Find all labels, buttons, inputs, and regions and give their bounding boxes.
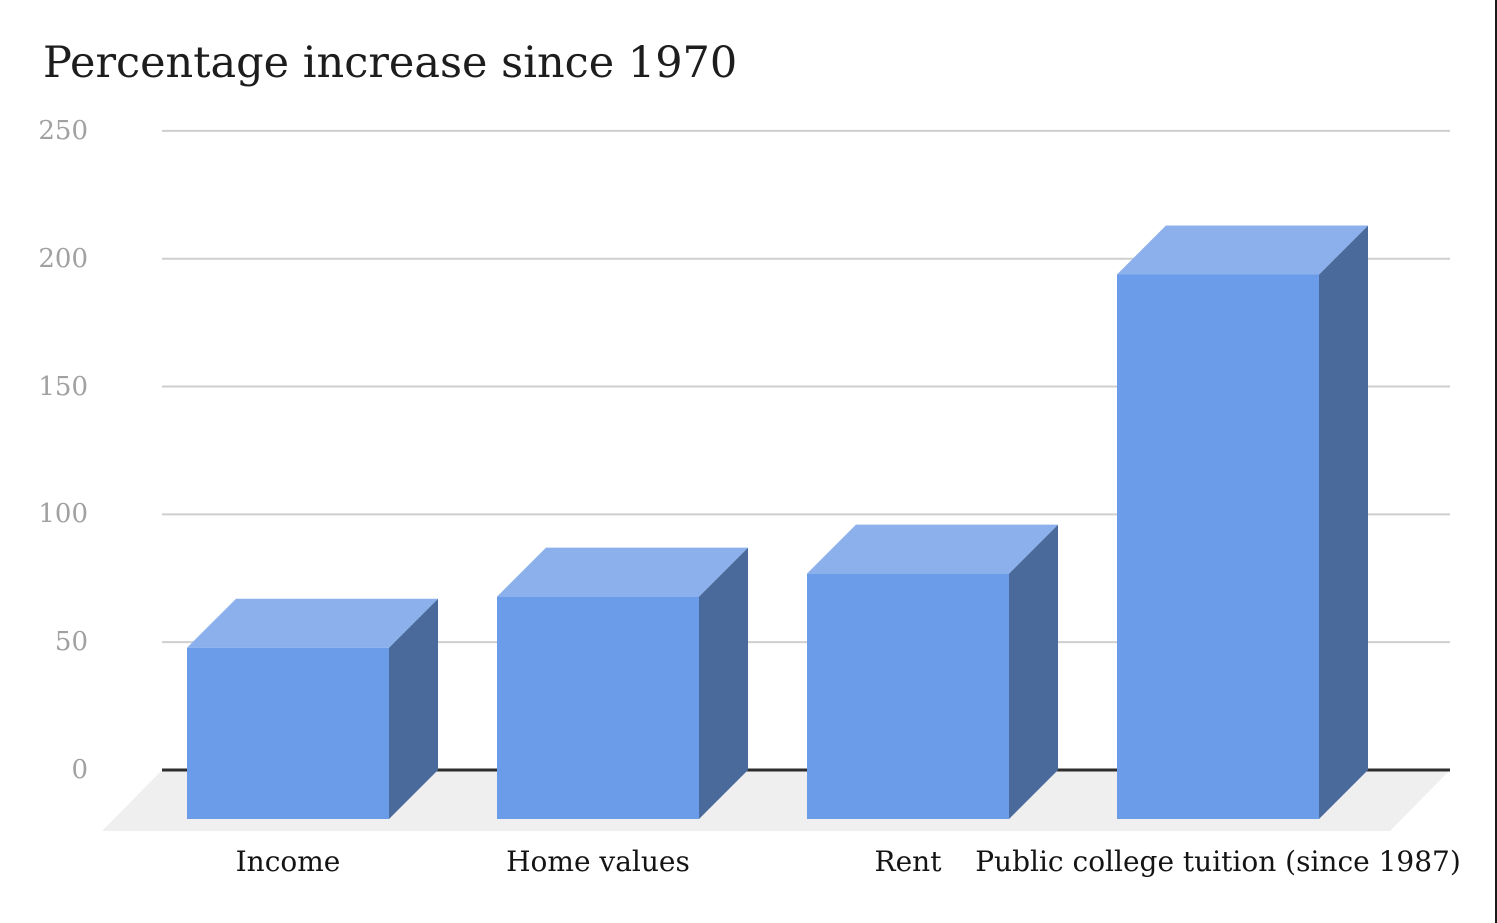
screenshot-right-border	[1495, 0, 1497, 923]
bar-front-face	[807, 573, 1009, 819]
bar-top-face	[1117, 225, 1368, 275]
bar-column-public-college-tuition-since-1987	[1117, 225, 1368, 819]
y-tick-label: 100	[38, 499, 88, 530]
bar-column-income	[187, 598, 438, 819]
bar-front-face	[187, 647, 389, 819]
y-tick-label: 200	[38, 243, 88, 274]
bar-top-face	[807, 524, 1058, 574]
bar-column-home-values	[497, 547, 748, 819]
chart-title: Percentage increase since 1970	[43, 38, 738, 88]
y-tick-label: 250	[38, 115, 88, 146]
bar-side-face	[1009, 524, 1058, 819]
bar-front-face	[1117, 274, 1319, 819]
category-label-income: Income	[235, 845, 341, 878]
bar-side-face	[389, 598, 438, 819]
bar-front-face	[497, 596, 699, 819]
category-label-home-values: Home values	[506, 845, 690, 878]
bar-top-face	[497, 547, 748, 597]
bar-top-face	[187, 598, 438, 648]
category-label-public-college-tuition-since-1987: Public college tuition (since 1987)	[975, 845, 1461, 878]
y-tick-label: 0	[71, 755, 88, 785]
category-label-rent: Rent	[874, 845, 942, 878]
bar-side-face	[1319, 225, 1368, 819]
chart-floor	[102, 770, 1450, 831]
bar-column-rent	[807, 524, 1058, 819]
bar-side-face	[699, 547, 748, 819]
y-tick-label: 50	[54, 627, 88, 658]
y-tick-label: 150	[38, 371, 88, 402]
